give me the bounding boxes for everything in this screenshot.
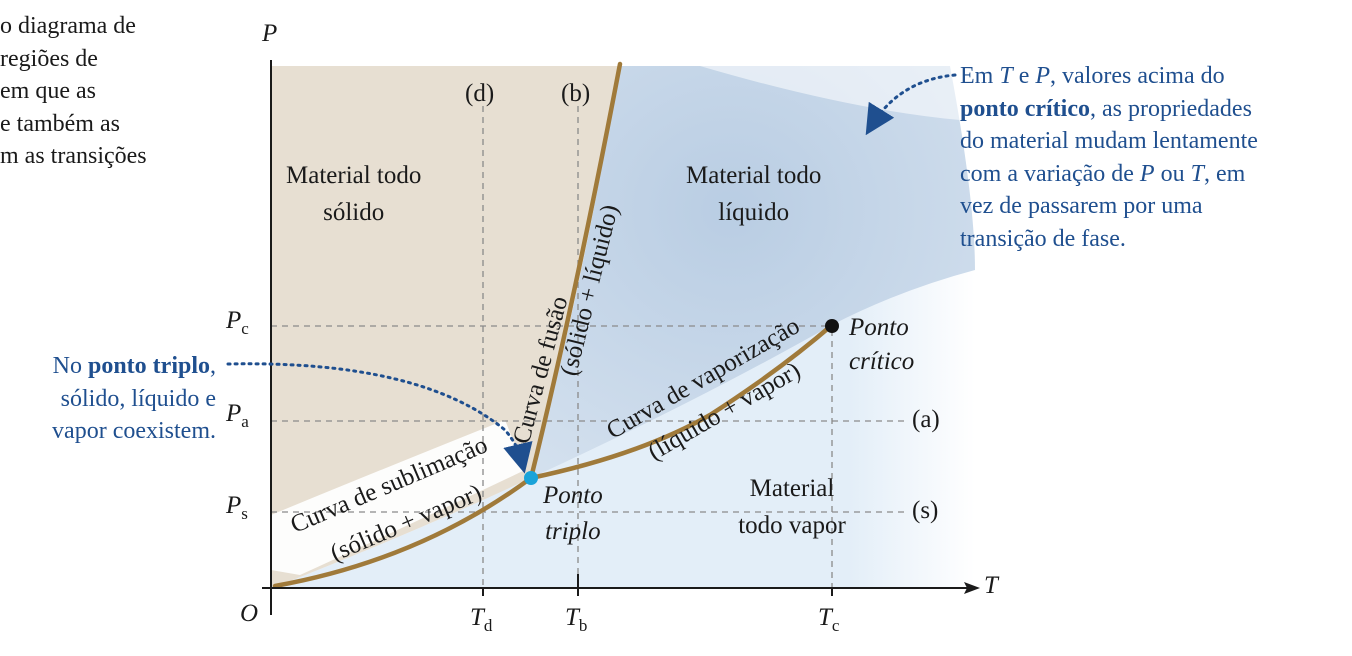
ps-label: Ps — [226, 492, 248, 523]
path-label-b: (b) — [561, 80, 591, 107]
triple-point-label: Ponto triplo — [543, 482, 603, 545]
tb-label: Tb — [565, 604, 588, 635]
x-axis-arrow-icon — [964, 582, 980, 594]
path-label-d: (d) — [465, 80, 495, 107]
vaporization-curve — [528, 322, 835, 481]
vapor-region-label: Material todo vapor — [738, 475, 846, 539]
path-label-s: (s) — [912, 497, 939, 524]
critical-point-pointer — [865, 73, 957, 136]
tc-label: Tc — [818, 604, 840, 635]
sublimation-curve — [272, 475, 534, 589]
path-label-a: (a) — [912, 406, 940, 433]
solid-region — [271, 66, 620, 588]
pc-label: Pc — [226, 307, 249, 338]
intro-line: regiões de — [0, 45, 98, 72]
triple-point-annotation: No ponto triplo, sólido, líquido e vapor… — [52, 353, 216, 444]
solid-region-label: Material todo sólido — [286, 162, 422, 226]
triple-point — [524, 471, 538, 485]
critical-point-annotation: Em T e P, valores acima do ponto crítico… — [960, 63, 1258, 252]
intro-line: m as transições — [0, 143, 147, 169]
intro-line: e também as — [0, 110, 120, 137]
sublimation-label-band — [271, 420, 525, 575]
origin-label: O — [240, 600, 259, 627]
liquid-region — [531, 66, 975, 478]
liquid-region-label: Material todo líquido — [686, 162, 822, 226]
x-axis-label: T — [984, 572, 998, 599]
intro-line: em que as — [0, 78, 96, 104]
td-label: Td — [470, 604, 493, 635]
critical-point-label: Ponto crítico — [849, 314, 915, 375]
critical-point — [825, 319, 839, 333]
fusion-curve — [528, 61, 623, 481]
intro-paragraph: o diagrama de regiões de em que as e tam… — [0, 10, 147, 173]
pa-label: Pa — [226, 400, 249, 431]
y-axis-label: P — [262, 20, 278, 47]
triple-point-pointer — [226, 362, 533, 474]
intro-line: o diagrama de — [0, 13, 136, 39]
